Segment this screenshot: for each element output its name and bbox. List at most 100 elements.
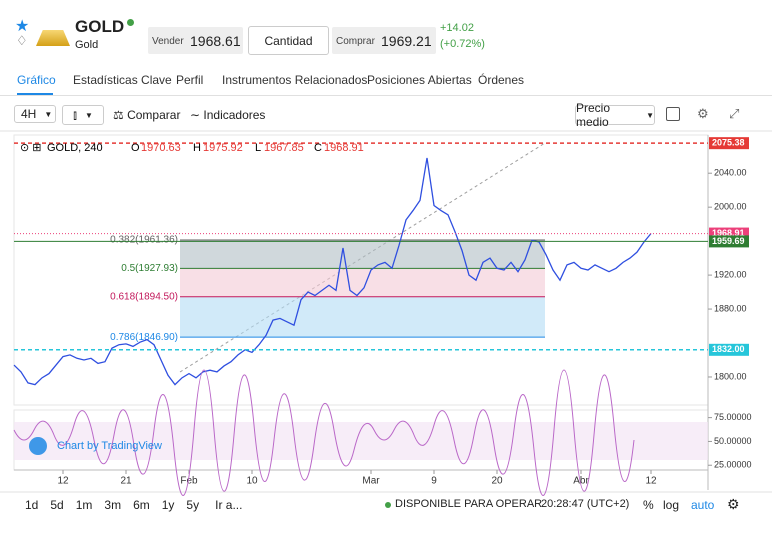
legend-close: 1968.91 [324,142,364,154]
status-dot [385,502,391,508]
x-tick-label: Abr [573,476,589,487]
change-pct: (+0.72%) [440,38,485,50]
x-tick-label: 21 [120,476,132,487]
legend-icons: ⊙ ⊞ [20,142,42,154]
quantity-input[interactable]: Cantidad [248,26,329,55]
x-tick-label: 10 [246,476,258,487]
watermark: Chart by TradingView [57,440,162,452]
percent-toggle[interactable]: % [643,498,654,512]
range-button[interactable]: 5y [186,498,200,512]
compare-button[interactable]: ⚖ Comparar [113,108,181,122]
range-bar: 1d 5d 1m 3m 6m 1y 5y Ir a... [25,498,242,512]
tv-logo [29,437,47,455]
y-tick-label: 2000.00 [714,202,747,212]
price-badge [709,343,749,356]
caret: ▼ [44,109,53,119]
indicators-label: Indicadores [203,108,266,122]
range-button[interactable]: 1m [75,498,93,512]
interval-select[interactable]: 4H ▼ [14,105,56,123]
buy-price: 1969.21 [381,33,432,49]
compare-label: Comparar [127,108,181,122]
fib-label: 0.5(1927.93) [121,263,178,274]
buy-box[interactable] [332,27,436,54]
clock: 20:28:47 (UTC+2) [541,498,630,510]
range-button[interactable]: 5d [50,498,64,512]
y-tick-label: 1880.00 [714,303,747,313]
range-button[interactable]: 3m [104,498,122,512]
alert-icon[interactable]: ♢ [16,33,28,48]
fib-label: 0.618(1894.50) [110,291,178,302]
fib-label: 0.786(1846.90) [110,332,178,343]
price-badge-label: 1968.91 [712,228,745,238]
settings-button[interactable]: ⚙ [697,106,709,121]
tab[interactable]: Instrumentos Relacionados [222,73,368,87]
gold-icon [36,30,70,46]
price-badge [709,235,749,248]
price-type: Precio medio [576,101,611,129]
x-tick-label: 20 [491,476,503,487]
sell-label: Vender [152,36,184,47]
symbol: GOLD [75,17,125,36]
legend-high: 1975.92 [203,142,243,154]
axis-settings[interactable]: ⚙ [727,496,740,512]
rsi-tick-label: 75.00000 [714,412,752,422]
y-tick-label: 1920.00 [714,269,747,279]
screenshot-button[interactable] [666,107,680,121]
fib-band [180,268,545,297]
divider [0,95,772,96]
legend-o: O [131,142,140,154]
tab[interactable]: Órdenes [478,73,525,87]
tab[interactable]: Posiciones Abiertas [367,73,472,87]
rsi-tick-label: 50.00000 [714,436,752,446]
rsi-tick-label: 25.00000 [714,460,752,470]
legend-low: 1967.85 [264,142,304,154]
price-badge [709,137,749,150]
legend-open: 1970.63 [141,142,181,154]
market-status: DISPONIBLE PARA OPERAR [395,498,543,510]
tab-underline [17,93,53,95]
price-badge-label: 1959.69 [712,236,745,246]
price-badge-label: 1832.00 [712,344,745,354]
x-tick-label: 12 [645,476,657,487]
goto-button[interactable]: Ir a... [215,498,243,512]
y-tick-label: 1800.00 [714,371,747,381]
x-tick-label: Mar [362,476,380,487]
star-icon[interactable]: ★ [15,18,30,35]
range-button[interactable]: 6m [133,498,150,512]
legend-l: L [255,142,261,154]
price-line [13,157,652,386]
price-type-select[interactable]: Precio medio ▼ [575,101,655,129]
y-tick-label: 2040.00 [714,168,747,178]
fullscreen-button[interactable]: ⤢ [729,106,740,121]
indicators-button[interactable]: ∼ Indicadores [190,108,266,122]
tab[interactable]: Estadísticas Clave [73,73,172,87]
x-tick-label: 9 [431,476,437,487]
sell-price: 1968.61 [190,33,241,49]
fib-label: 0.382(1961.36) [110,235,178,246]
chart-type-select[interactable]: ⫾ ▼ [62,105,104,125]
buy-label: Comprar [336,36,375,47]
range-button[interactable]: 1d [25,498,39,512]
legend-c: C [314,142,322,154]
status-dot [127,19,134,26]
chart-layer: 0.382(1961.36) 0.5(1927.93) 0.618(1894.50)… [13,137,752,487]
log-toggle[interactable]: log [663,498,680,512]
legend-symbol: GOLD, 240 [47,142,103,154]
instrument-name: Gold [75,39,99,51]
auto-toggle[interactable]: auto [691,498,715,512]
change: +14.02 [440,22,474,34]
tab[interactable]: Perfil [176,73,204,87]
x-tick-label: Feb [180,476,198,487]
fib-band [180,296,545,338]
legend-h: H [193,142,201,154]
fib-band [180,239,545,269]
rsi-line [13,369,635,496]
tab[interactable]: Gráfico [17,73,56,87]
price-badge-label: 2075.38 [712,138,745,148]
range-button[interactable]: 1y [161,498,175,512]
sell-box[interactable] [148,27,243,54]
x-tick-label: 12 [57,476,69,487]
interval: 4H [21,107,37,121]
